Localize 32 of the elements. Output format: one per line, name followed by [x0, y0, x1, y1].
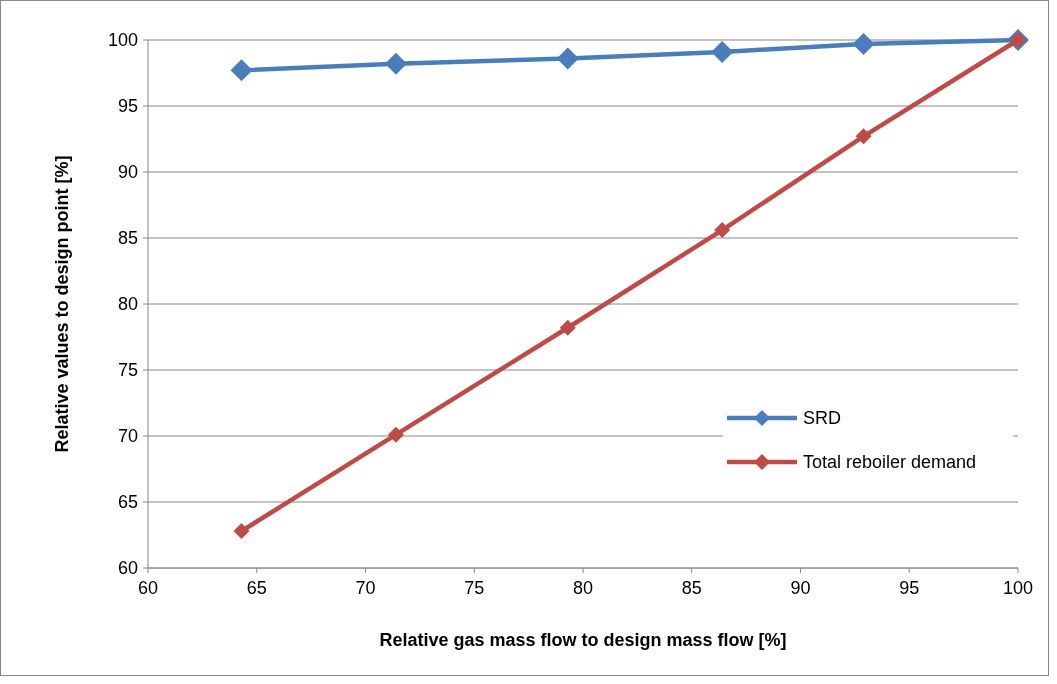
y-tick-label: 80 [117, 294, 138, 315]
x-tick-label: 65 [246, 578, 267, 598]
point [559, 319, 576, 336]
x-tick-label: 100 [1002, 578, 1034, 598]
y-axis-title: Relative values to design point [%] [52, 155, 72, 453]
y-tick-label: 95 [117, 96, 138, 117]
x-tick-label: 90 [790, 578, 811, 598]
x-tick-label: 95 [899, 578, 920, 598]
x-tick-label: 70 [355, 578, 376, 598]
y-tick-label: 85 [117, 228, 138, 249]
point [852, 32, 875, 55]
x-tick-label: 85 [681, 578, 702, 598]
point [230, 59, 253, 82]
y-tick-label: 90 [117, 162, 138, 183]
x-tick-label: 80 [572, 578, 594, 598]
point [556, 47, 579, 70]
point [384, 52, 407, 75]
point [387, 426, 404, 443]
y-tick-label: 65 [117, 492, 138, 513]
x-axis-title: Relative gas mass flow to design mass flow [%] [379, 630, 787, 650]
legend-label: SRD [803, 408, 842, 429]
y-tick-label: 100 [107, 30, 138, 51]
y-tick-label: 70 [117, 426, 138, 447]
point [855, 128, 872, 145]
legend-label: Total reboiler demand [803, 452, 977, 473]
y-tick-label: 60 [117, 558, 138, 579]
x-tick-label: 60 [137, 578, 159, 598]
x-tick-label: 75 [464, 578, 485, 598]
point [233, 523, 250, 540]
point [714, 222, 731, 239]
y-tick-label: 75 [117, 360, 138, 381]
point [711, 40, 734, 63]
